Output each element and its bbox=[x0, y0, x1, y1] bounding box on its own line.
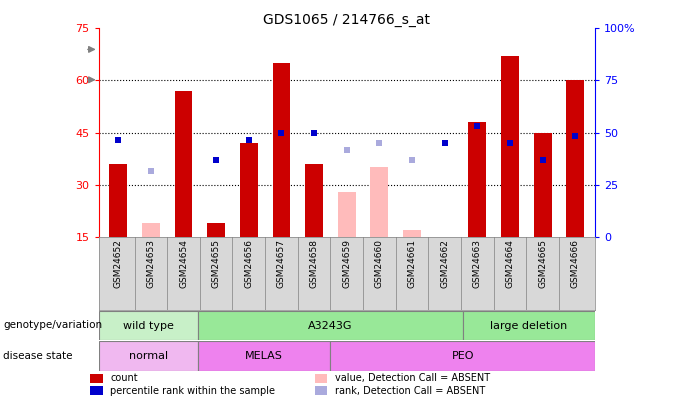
Text: normal: normal bbox=[129, 351, 168, 361]
Bar bbox=[198, 311, 462, 340]
Bar bbox=[314, 374, 327, 382]
Text: count: count bbox=[110, 373, 138, 383]
Bar bbox=[240, 143, 258, 237]
Text: A3243G: A3243G bbox=[308, 321, 352, 330]
Text: wild type: wild type bbox=[123, 321, 173, 330]
Text: GSM24661: GSM24661 bbox=[407, 239, 417, 288]
Text: GSM24665: GSM24665 bbox=[539, 239, 547, 288]
Title: GDS1065 / 214766_s_at: GDS1065 / 214766_s_at bbox=[263, 13, 430, 27]
Bar bbox=[90, 374, 103, 382]
Bar bbox=[371, 167, 388, 237]
Text: value, Detection Call = ABSENT: value, Detection Call = ABSENT bbox=[335, 373, 490, 383]
Text: GSM24655: GSM24655 bbox=[211, 239, 221, 288]
Bar bbox=[142, 223, 160, 237]
Bar bbox=[314, 386, 327, 395]
Bar bbox=[207, 223, 225, 237]
Text: PEO: PEO bbox=[452, 351, 474, 361]
Bar bbox=[305, 164, 323, 237]
Text: GSM24654: GSM24654 bbox=[179, 239, 188, 288]
Text: GSM24652: GSM24652 bbox=[114, 239, 122, 288]
Text: percentile rank within the sample: percentile rank within the sample bbox=[110, 386, 275, 396]
Text: GSM24658: GSM24658 bbox=[309, 239, 319, 288]
Bar bbox=[462, 311, 595, 340]
Text: GSM24653: GSM24653 bbox=[146, 239, 155, 288]
Text: GSM24662: GSM24662 bbox=[440, 239, 449, 288]
Bar bbox=[330, 341, 595, 371]
Bar bbox=[273, 63, 290, 237]
Bar bbox=[338, 192, 356, 237]
Text: GSM24659: GSM24659 bbox=[342, 239, 352, 288]
Text: GSM24660: GSM24660 bbox=[375, 239, 384, 288]
Bar bbox=[198, 341, 330, 371]
Text: large deletion: large deletion bbox=[490, 321, 567, 330]
Text: disease state: disease state bbox=[3, 351, 73, 360]
Bar bbox=[469, 122, 486, 237]
Text: GSM24664: GSM24664 bbox=[506, 239, 515, 288]
Text: GSM24657: GSM24657 bbox=[277, 239, 286, 288]
Text: genotype/variation: genotype/variation bbox=[3, 320, 103, 330]
Bar bbox=[99, 341, 198, 371]
Bar bbox=[99, 311, 198, 340]
Bar bbox=[566, 81, 584, 237]
Bar bbox=[501, 56, 519, 237]
Text: MELAS: MELAS bbox=[245, 351, 283, 361]
Bar bbox=[534, 132, 551, 237]
Bar bbox=[175, 91, 192, 237]
Bar bbox=[109, 164, 127, 237]
Text: rank, Detection Call = ABSENT: rank, Detection Call = ABSENT bbox=[335, 386, 485, 396]
Text: GSM24663: GSM24663 bbox=[473, 239, 482, 288]
Bar bbox=[90, 386, 103, 395]
Text: GSM24656: GSM24656 bbox=[244, 239, 254, 288]
Bar bbox=[403, 230, 421, 237]
Text: GSM24666: GSM24666 bbox=[571, 239, 580, 288]
